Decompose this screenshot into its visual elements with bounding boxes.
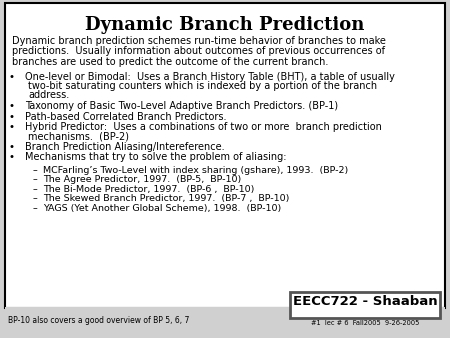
Text: BP-10 also covers a good overview of BP 5, 6, 7: BP-10 also covers a good overview of BP …	[8, 316, 189, 325]
Text: MCFarling’s Two-Level with index sharing (gshare), 1993.  (BP-2): MCFarling’s Two-Level with index sharing…	[43, 166, 348, 175]
Text: Taxonomy of Basic Two-Level Adaptive Branch Predictors. (BP-1): Taxonomy of Basic Two-Level Adaptive Bra…	[25, 101, 338, 111]
Bar	[290, 292, 440, 318]
Text: –: –	[32, 185, 37, 194]
Text: Path-based Correlated Branch Predictors.: Path-based Correlated Branch Predictors.	[25, 112, 226, 121]
Text: Dynamic branch prediction schemes run-time behavior of branches to make: Dynamic branch prediction schemes run-ti…	[12, 36, 386, 46]
Text: •: •	[9, 101, 15, 111]
Text: The Skewed Branch Predictor, 1997.  (BP-7 ,  BP-10): The Skewed Branch Predictor, 1997. (BP-7…	[43, 194, 289, 203]
Text: –: –	[32, 175, 37, 185]
Text: •: •	[9, 142, 15, 152]
Bar	[5, 307, 445, 338]
Text: branches are used to predict the outcome of the current branch.: branches are used to predict the outcome…	[12, 57, 328, 67]
Text: Hybrid Predictor:  Uses a combinations of two or more  branch prediction: Hybrid Predictor: Uses a combinations of…	[25, 122, 382, 132]
Text: mechanisms.  (BP-2): mechanisms. (BP-2)	[28, 131, 129, 142]
Text: Mechanisms that try to solve the problem of aliasing:: Mechanisms that try to solve the problem…	[25, 152, 287, 163]
Text: The Agree Predictor, 1997.  (BP-5,  BP-10): The Agree Predictor, 1997. (BP-5, BP-10)	[43, 175, 241, 185]
Text: address.: address.	[28, 91, 69, 100]
Text: The Bi-Mode Predictor, 1997.  (BP-6 ,  BP-10): The Bi-Mode Predictor, 1997. (BP-6 , BP-…	[43, 185, 254, 194]
Text: Dynamic Branch Prediction: Dynamic Branch Prediction	[86, 16, 365, 34]
Text: –: –	[32, 166, 37, 175]
Text: #1  lec # 6  Fall2005  9-26-2005: #1 lec # 6 Fall2005 9-26-2005	[311, 320, 419, 326]
Text: Branch Prediction Aliasing/Intereference.: Branch Prediction Aliasing/Intereference…	[25, 142, 225, 152]
Text: predictions.  Usually information about outcomes of previous occurrences of: predictions. Usually information about o…	[12, 47, 385, 56]
Text: two-bit saturating counters which is indexed by a portion of the branch: two-bit saturating counters which is ind…	[28, 81, 377, 91]
Text: –: –	[32, 194, 37, 203]
Text: •: •	[9, 152, 15, 163]
Text: •: •	[9, 122, 15, 132]
Text: •: •	[9, 112, 15, 121]
Text: –: –	[32, 204, 37, 213]
Text: One-level or Bimodal:  Uses a Branch History Table (BHT), a table of usually: One-level or Bimodal: Uses a Branch Hist…	[25, 72, 395, 81]
Text: •: •	[9, 72, 15, 81]
Text: EECC722 - Shaaban: EECC722 - Shaaban	[292, 295, 437, 308]
Text: YAGS (Yet Another Global Scheme), 1998.  (BP-10): YAGS (Yet Another Global Scheme), 1998. …	[43, 204, 281, 213]
